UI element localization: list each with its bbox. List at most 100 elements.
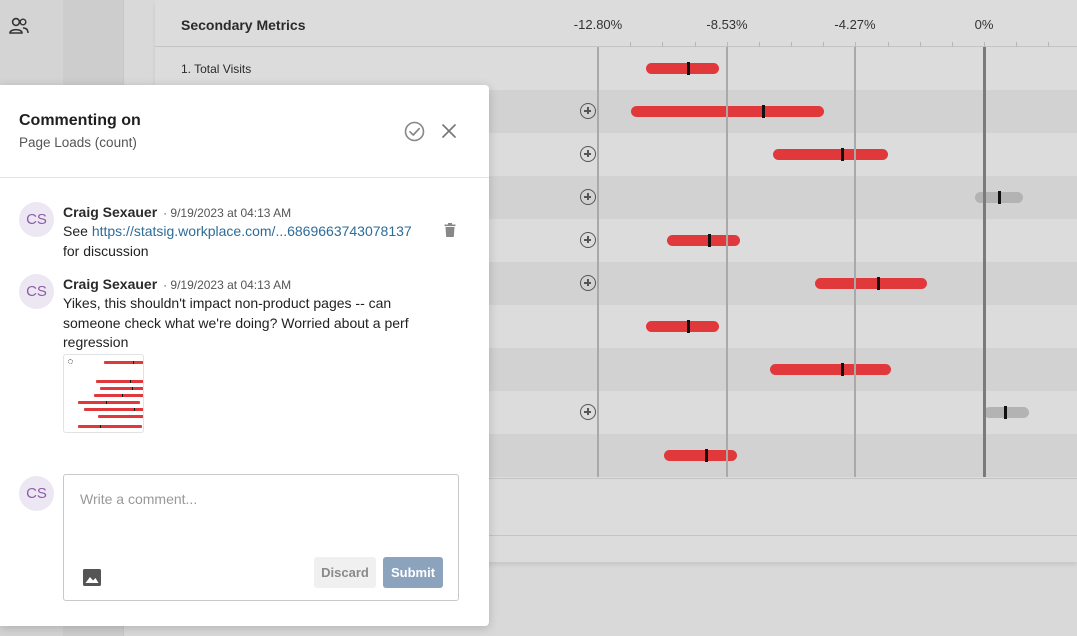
point-estimate-mark	[705, 449, 709, 462]
thumbnail-mark	[122, 394, 123, 397]
thumbnail-mark	[130, 380, 131, 383]
minor-tick	[823, 42, 825, 47]
table-row	[155, 219, 1077, 262]
confidence-interval-bar[interactable]	[631, 105, 825, 118]
panel-header: Commenting on Page Loads (count)	[0, 85, 489, 178]
confidence-interval-bar[interactable]	[646, 62, 719, 75]
minor-tick	[984, 42, 986, 47]
thumbnail-mark	[133, 361, 134, 364]
point-estimate-mark	[708, 234, 712, 247]
table-row	[155, 305, 1077, 348]
thumbnail-mark	[100, 425, 101, 428]
confidence-interval-bar[interactable]	[646, 320, 719, 333]
metrics-header: Secondary Metrics -12.80% -8.53% -4.27% …	[155, 0, 1077, 47]
minor-tick	[662, 42, 664, 47]
minor-tick	[1016, 42, 1018, 47]
minor-tick	[726, 42, 728, 47]
minor-tick	[791, 42, 793, 47]
gridline	[726, 47, 728, 477]
image-icon[interactable]	[83, 569, 101, 586]
thumbnail-mark	[134, 408, 135, 411]
confidence-interval-bar[interactable]	[772, 148, 888, 161]
tick-label-3: -4.27%	[834, 17, 876, 32]
add-circle-icon[interactable]	[580, 189, 596, 205]
thumbnail-bar	[96, 380, 143, 383]
add-circle-icon[interactable]	[580, 103, 596, 119]
comment-text-prefix: See	[63, 223, 92, 239]
comment-author-name: Craig Sexauer	[63, 204, 158, 220]
minor-tick	[630, 42, 632, 47]
tick-label-4: 0%	[974, 17, 994, 32]
point-estimate-mark	[686, 320, 690, 333]
minor-tick	[1048, 42, 1050, 47]
comment-author-name: Craig Sexauer	[63, 276, 158, 292]
add-circle-icon[interactable]	[580, 404, 596, 420]
thumbnail-bar	[98, 415, 143, 418]
add-circle-icon[interactable]	[580, 232, 596, 248]
comment-text: Yikes, this shouldn't impact non-product…	[63, 295, 409, 350]
point-estimate-mark	[840, 148, 844, 161]
thumbnail-bar	[104, 361, 143, 364]
minor-tick	[919, 42, 921, 47]
thumbnail-bar	[84, 408, 143, 411]
minor-tick	[951, 42, 953, 47]
table-row	[155, 133, 1077, 176]
confidence-interval-bar[interactable]	[664, 449, 737, 462]
comment-panel: Commenting on Page Loads (count) CS Crai…	[0, 85, 489, 626]
panel-title: Commenting on	[19, 112, 141, 129]
minor-tick	[758, 42, 760, 47]
tick-label-2: -8.53%	[706, 17, 748, 32]
chart-thumbnail-image[interactable]	[63, 354, 144, 433]
close-icon[interactable]	[440, 122, 458, 140]
confidence-interval-bar[interactable]	[974, 191, 1024, 204]
discard-button[interactable]: Discard	[314, 557, 376, 588]
avatar: CS	[19, 476, 54, 511]
panel-subtitle: Page Loads (count)	[19, 135, 137, 150]
add-circle-icon[interactable]	[580, 275, 596, 291]
thumbnail-dot	[68, 359, 73, 364]
comment-composer[interactable]: Write a comment... Discard Submit	[63, 474, 459, 601]
point-estimate-mark	[686, 62, 690, 75]
point-estimate-mark	[762, 105, 766, 118]
table-row: 1. Total Visits	[155, 47, 1077, 90]
comment-timestamp: · 9/19/2023 at 04:13 AM	[163, 206, 292, 220]
comment-author: Craig Sexauer · 9/19/2023 at 04:13 AM	[63, 276, 291, 292]
metrics-title: Secondary Metrics	[181, 17, 306, 33]
confidence-interval-bar[interactable]	[667, 234, 740, 247]
users-icon[interactable]	[8, 16, 30, 36]
gridline	[597, 47, 599, 477]
comment-input[interactable]: Write a comment...	[80, 491, 198, 507]
thumbnail-bar	[100, 387, 143, 390]
comment-link[interactable]: https://statsig.workplace.com/...6869663…	[91, 223, 412, 239]
avatar: CS	[19, 274, 54, 309]
metric-name[interactable]: 1. Total Visits	[181, 62, 252, 76]
comment-timestamp: · 9/19/2023 at 04:13 AM	[163, 278, 292, 292]
tick-label-1: -12.80%	[573, 17, 623, 32]
avatar: CS	[19, 202, 54, 237]
check-circle-icon[interactable]	[404, 121, 425, 142]
comment-text: See https://statsig.workplace.com/...686…	[63, 222, 443, 261]
submit-button[interactable]: Submit	[383, 557, 443, 588]
point-estimate-mark	[840, 363, 844, 376]
trash-icon[interactable]	[444, 223, 456, 237]
minor-tick	[887, 42, 889, 47]
add-circle-icon[interactable]	[580, 146, 596, 162]
point-estimate-mark	[876, 277, 880, 290]
point-estimate-mark	[1003, 406, 1007, 419]
thumbnail-mark	[132, 387, 133, 390]
thumbnail-bar	[78, 425, 142, 428]
zero-line	[982, 47, 986, 477]
gridline	[854, 47, 856, 477]
minor-tick	[855, 42, 857, 47]
confidence-interval-bar[interactable]	[815, 277, 927, 290]
point-estimate-mark	[997, 191, 1001, 204]
thumbnail-mark	[106, 401, 107, 404]
thumbnail-bar	[94, 394, 143, 397]
table-row	[155, 391, 1077, 434]
minor-tick	[694, 42, 696, 47]
comment-text-suffix: for discussion	[63, 242, 149, 259]
confidence-interval-bar[interactable]	[769, 363, 891, 376]
thumbnail-bar	[78, 401, 140, 404]
confidence-interval-bar[interactable]	[984, 406, 1030, 419]
comment-author: Craig Sexauer · 9/19/2023 at 04:13 AM	[63, 204, 291, 220]
